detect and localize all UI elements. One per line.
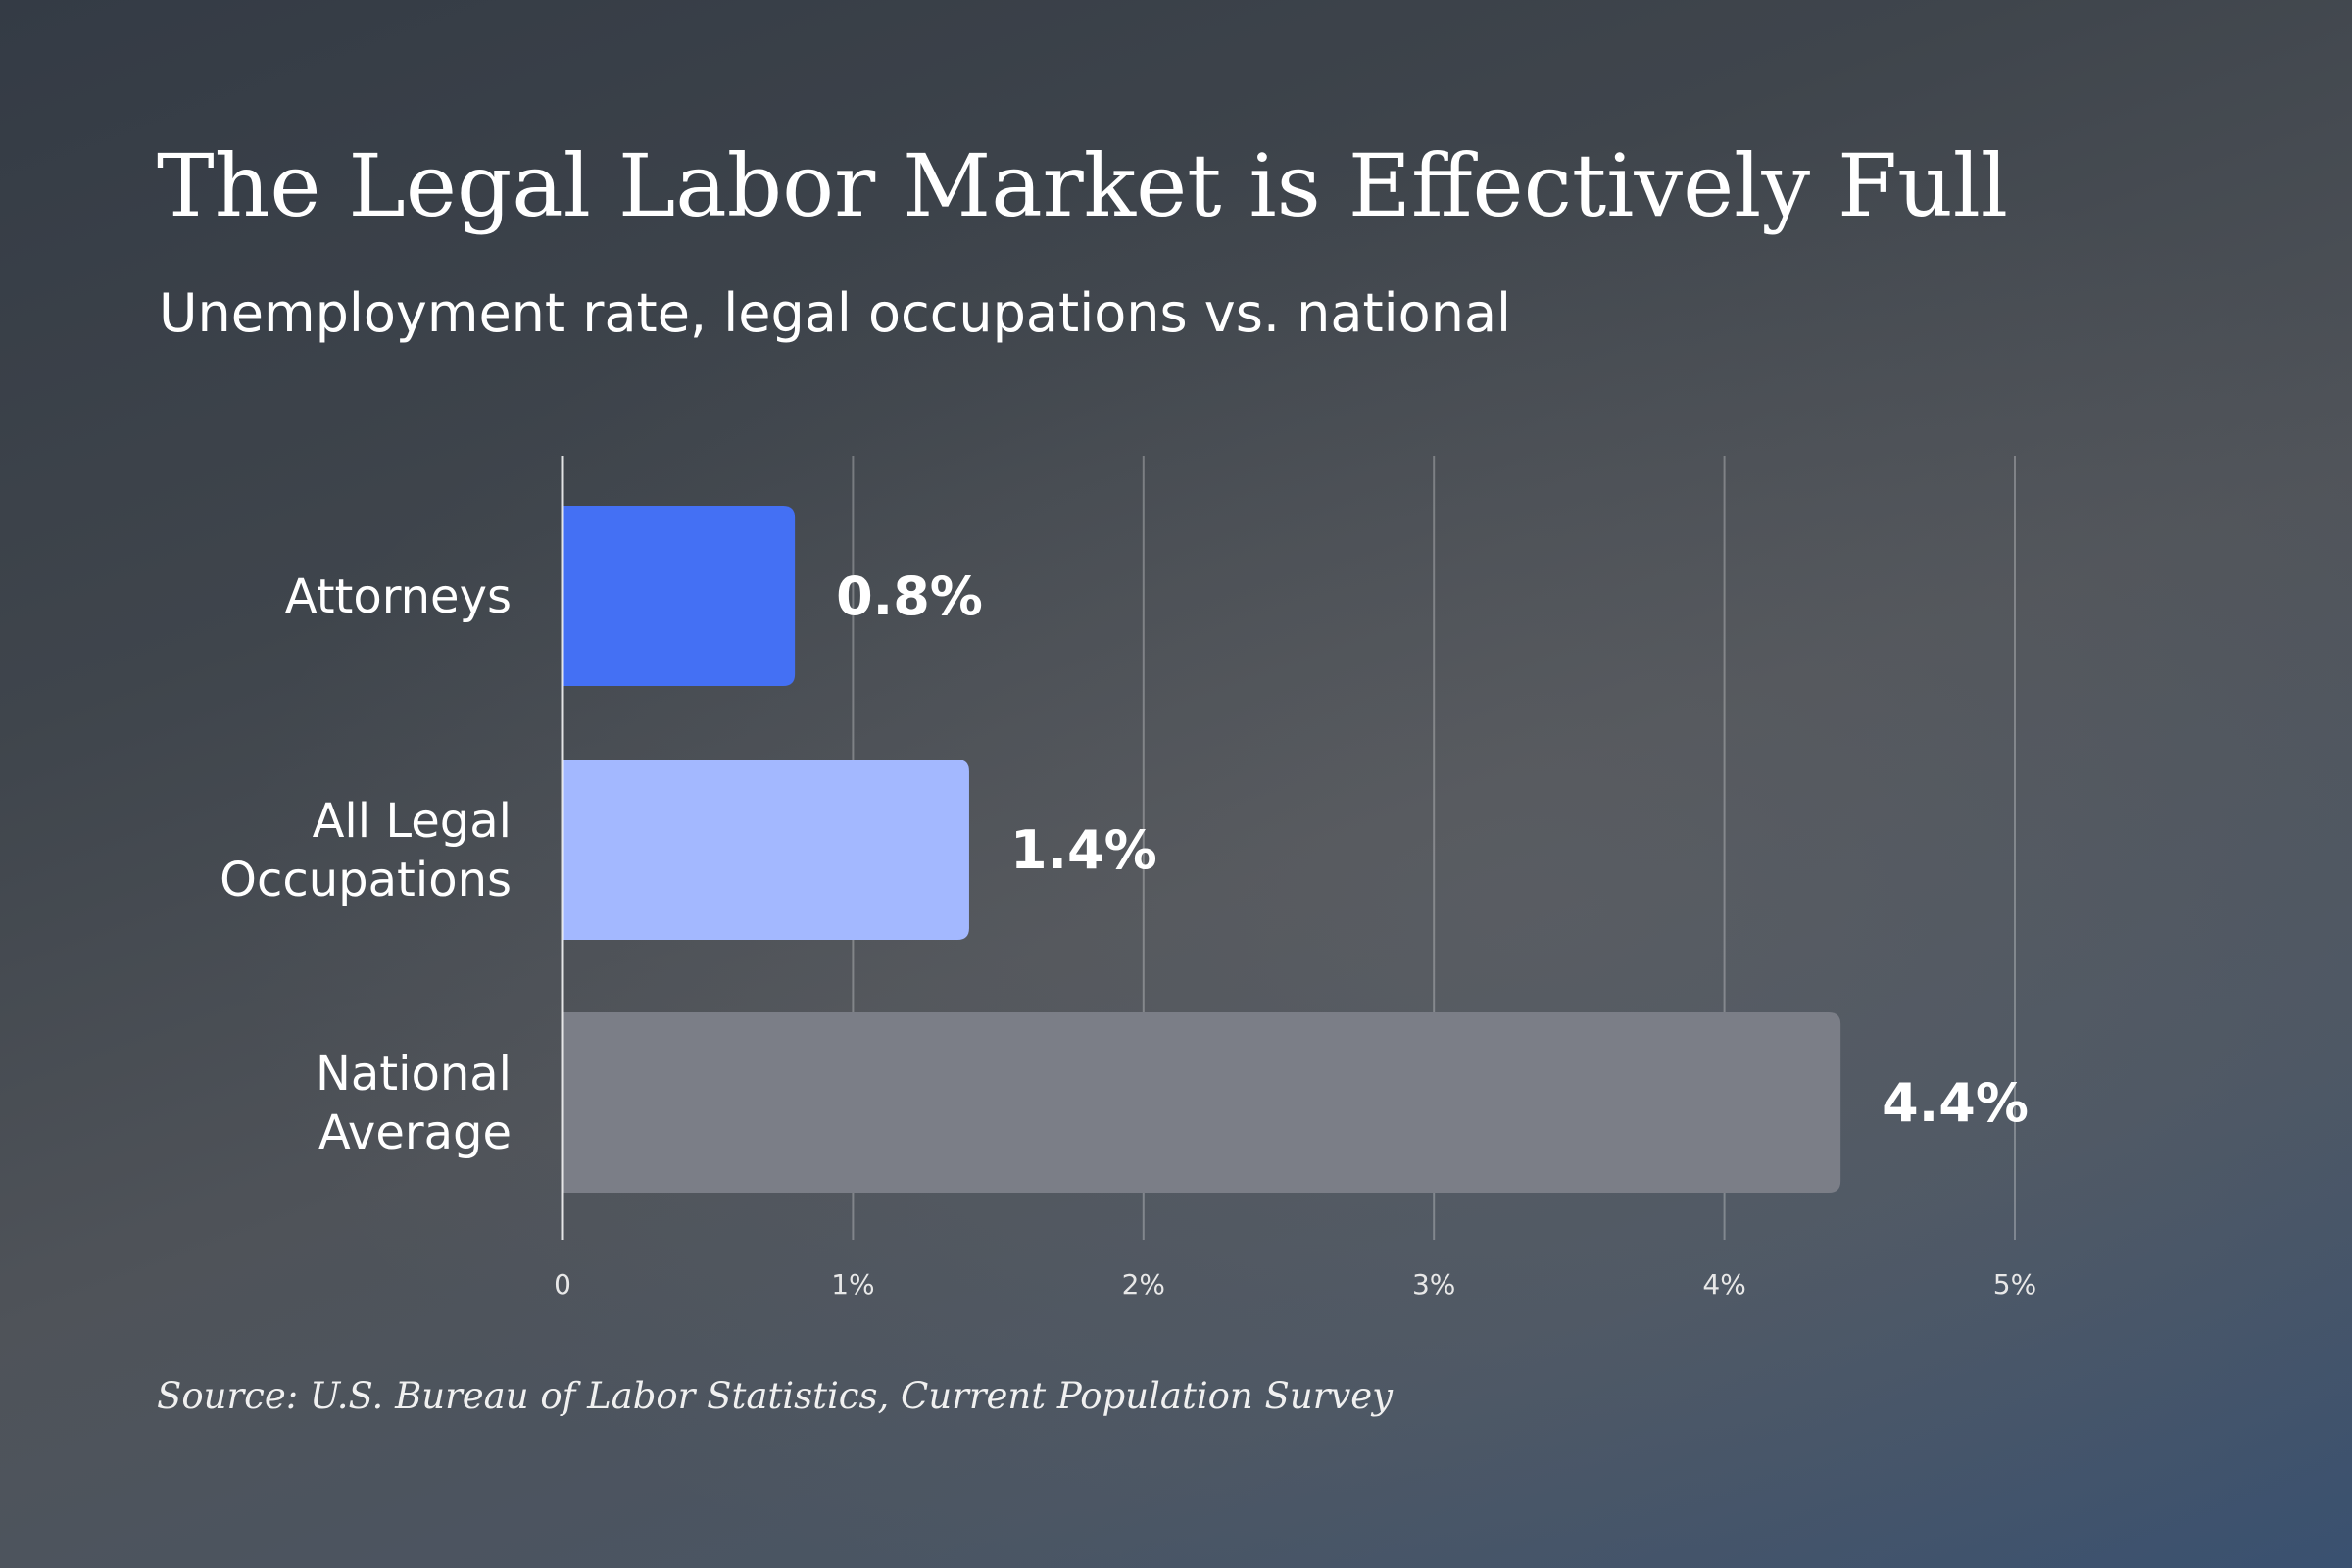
value-label: 1.4% (1010, 819, 1157, 881)
x-tick-label: 4% (1702, 1268, 1745, 1300)
x-tick-label: 1% (831, 1268, 874, 1300)
x-tick-label: 0 (554, 1268, 571, 1300)
chart-subtitle: Unemployment rate, legal occupations vs.… (159, 282, 1512, 344)
x-tick-label: 2% (1122, 1268, 1165, 1300)
value-label: 0.8% (836, 565, 983, 627)
bar (563, 506, 796, 686)
x-tick-label: 5% (1993, 1268, 2036, 1300)
bar (563, 1012, 1841, 1193)
category-label: All Legal (313, 794, 512, 849)
value-label: 4.4% (1882, 1072, 2029, 1134)
axis: 0 1% 2% 3% 4% 5% (554, 456, 2036, 1300)
bar (563, 760, 969, 940)
bars (563, 506, 1841, 1193)
chart-title: The Legal Labor Market is Effectively Fu… (157, 135, 2009, 236)
category-label: Attorneys (285, 569, 512, 624)
source-note: Source: U.S. Bureau of Labor Statistics,… (157, 1375, 1394, 1417)
x-tick-label: 3% (1412, 1268, 1455, 1300)
category-label: National (316, 1047, 512, 1102)
category-label: Average (318, 1105, 512, 1160)
category-label: Occupations (220, 853, 512, 907)
